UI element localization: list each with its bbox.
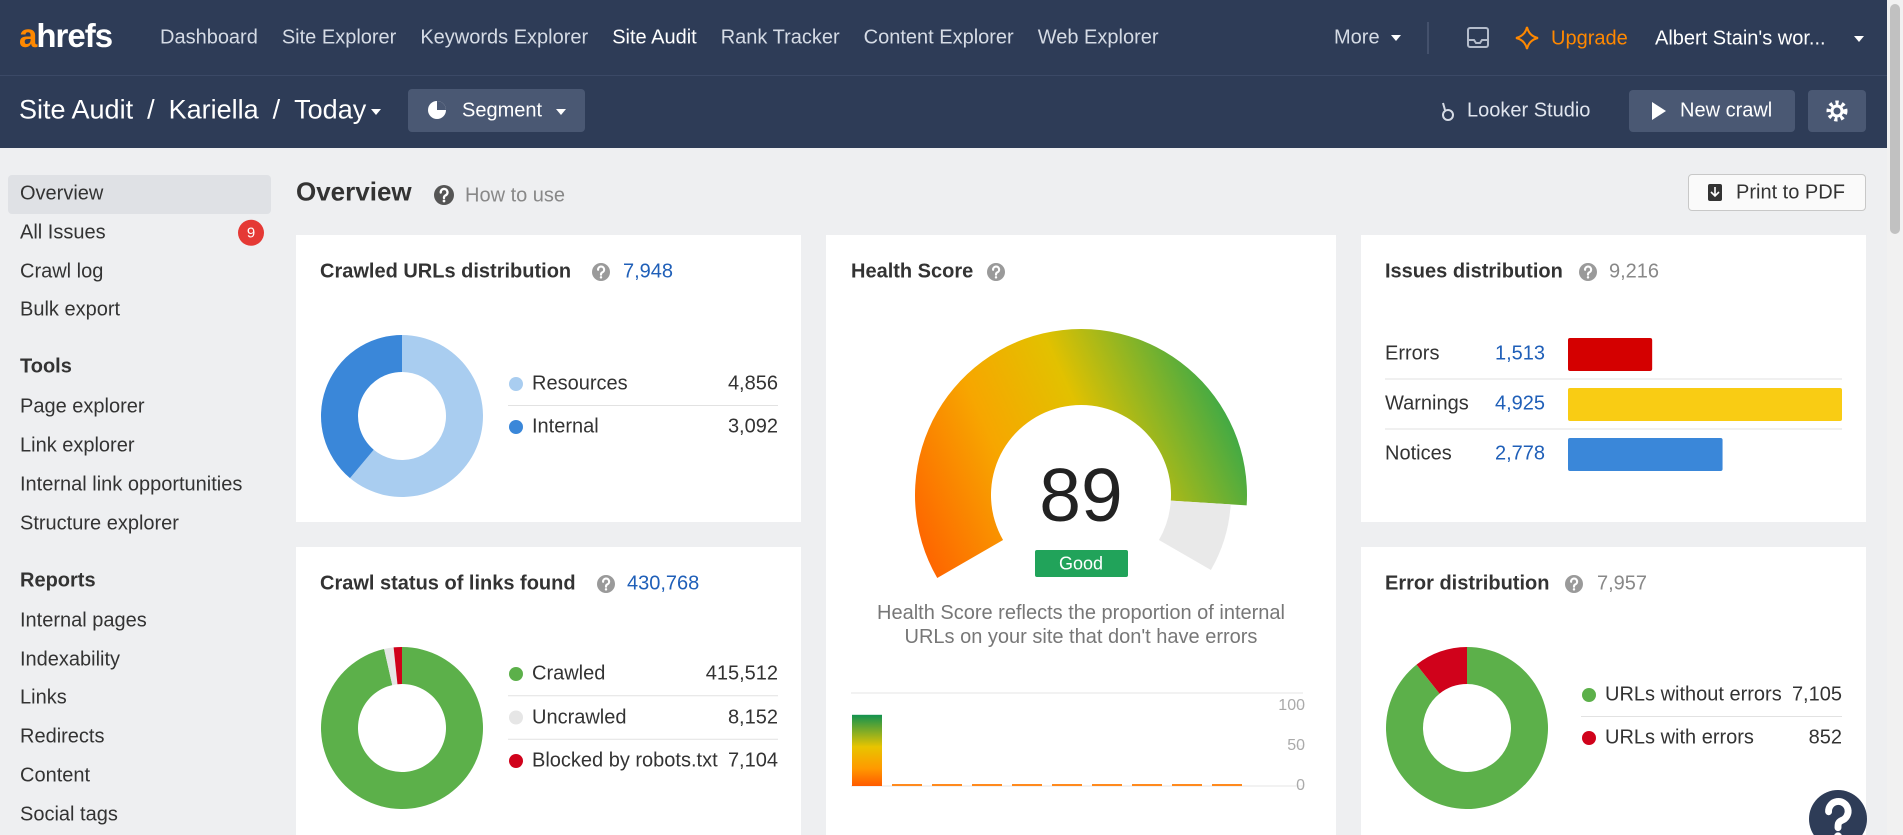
sidebar-item[interactable]: Internal pages	[20, 609, 147, 632]
nav-link[interactable]: Site Audit	[612, 26, 697, 49]
sidebar-item[interactable]: Content	[20, 764, 91, 787]
segment-label[interactable]: Segment	[462, 99, 543, 122]
legend-label: Internal	[532, 415, 599, 438]
help-glyph	[439, 187, 449, 200]
card-total: 430,768	[627, 572, 700, 595]
scrollbar-thumb	[1890, 4, 1900, 234]
issue-value[interactable]: 2,778	[1495, 442, 1546, 465]
badge-count: 9	[246, 224, 256, 242]
breadcrumb-separator: /	[147, 94, 155, 125]
sidebar-item[interactable]: Overview	[20, 182, 104, 205]
nav-link[interactable]: Dashboard	[160, 26, 258, 49]
nav-links: Dashboard Site Explorer Keywords Explorer S…	[160, 27, 1159, 50]
card-title: Health Score	[851, 260, 974, 283]
account-menu[interactable]: Albert Stain's wor...	[1655, 27, 1826, 50]
nav-link[interactable]: Web Explorer	[1037, 26, 1159, 49]
breadcrumb-item[interactable]: Today	[294, 94, 367, 125]
legend-value: 415,512	[705, 662, 778, 685]
breadcrumb-item[interactable]: Kariella	[168, 94, 259, 125]
header-divider	[0, 75, 1903, 76]
sidebar-item[interactable]: All Issues	[20, 221, 106, 244]
breadcrumb: Site Audit / Kariella / Today	[19, 95, 366, 126]
nav-more[interactable]: More	[1334, 26, 1380, 49]
sidebar-item[interactable]: Bulk export	[20, 298, 121, 321]
card-title: Crawled URLs distribution	[320, 260, 572, 283]
nav-link[interactable]: Site Explorer	[281, 26, 397, 49]
sidebar-item[interactable]: Link explorer	[20, 434, 135, 457]
legend-value: 7,105	[1791, 683, 1842, 706]
sidebar-item[interactable]: Internal link opportunities	[20, 473, 243, 496]
sidebar-active[interactable]	[8, 175, 271, 214]
help-link[interactable]: How to use	[465, 184, 566, 207]
header	[0, 0, 1903, 148]
issue-label: Notices	[1385, 442, 1452, 465]
card-total: 7,957	[1597, 572, 1648, 595]
legend-label: Blocked by robots.txt	[532, 749, 718, 772]
legend-value: 4,856	[727, 372, 778, 395]
issue-value[interactable]: 4,925	[1495, 392, 1546, 415]
looker-link[interactable]: Looker Studio	[1467, 99, 1591, 122]
legend-label: URLs without errors	[1605, 683, 1782, 706]
sidebar-item[interactable]: Redirects	[20, 725, 105, 748]
page-title: Overview	[296, 176, 412, 207]
sidebar-item[interactable]: Indexability	[20, 648, 121, 671]
logo: ahrefs	[19, 17, 113, 54]
legend-label: Resources	[532, 372, 628, 395]
legend-value: 3,092	[727, 415, 778, 438]
settings-button[interactable]	[1808, 90, 1866, 132]
sidebar-heading: Tools	[20, 355, 72, 378]
legend-label: URLs with errors	[1605, 726, 1754, 749]
card-total: 9,216	[1609, 260, 1660, 283]
score-value: 89	[1039, 453, 1123, 537]
upgrade-link[interactable]: Upgrade	[1551, 27, 1628, 50]
new-crawl-label[interactable]: New crawl	[1680, 99, 1773, 122]
nav-link[interactable]: Rank Tracker	[720, 26, 840, 49]
print-button[interactable]	[1688, 174, 1866, 211]
legend-value: 7,104	[727, 749, 778, 772]
card-title: Error distribution	[1385, 572, 1550, 595]
card-title: Crawl status of links found	[320, 572, 576, 595]
issue-label: Errors	[1385, 342, 1440, 365]
card-title: Issues distribution	[1385, 260, 1563, 283]
sidebar-item[interactable]: Structure explorer	[20, 512, 179, 535]
legend-value: 852	[1808, 726, 1842, 749]
y-tick-label: 50	[1287, 737, 1305, 754]
legend-label: Crawled	[532, 662, 606, 685]
legend-value: 8,152	[727, 706, 778, 728]
nav-link[interactable]: Keywords Explorer	[420, 26, 589, 49]
sidebar-item[interactable]: Links	[20, 686, 67, 709]
sidebar-item[interactable]: Social tags	[20, 803, 118, 826]
breadcrumb-separator: /	[272, 94, 281, 125]
breadcrumb-item[interactable]: Site Audit	[19, 94, 134, 125]
score-description: Health Score reflects the proportion of …	[877, 602, 1285, 648]
sidebar-heading: Reports	[20, 569, 96, 592]
print-label[interactable]: Print to PDF	[1736, 181, 1845, 204]
help-icon	[434, 185, 454, 205]
sidebar-item[interactable]: Page explorer	[20, 395, 145, 418]
issue-label: Warnings	[1385, 392, 1469, 415]
y-tick-label: 100	[1278, 697, 1305, 714]
sidebar-item[interactable]: Crawl log	[20, 260, 104, 283]
score-status: Good	[1058, 553, 1104, 574]
legend-label: Uncrawled	[532, 706, 627, 728]
help-glyph-dot	[442, 199, 446, 203]
card-total: 7,948	[623, 260, 674, 283]
issue-value[interactable]: 1,513	[1495, 342, 1546, 365]
y-tick-label: 0	[1296, 777, 1305, 794]
nav-link[interactable]: Content Explorer	[863, 26, 1014, 49]
